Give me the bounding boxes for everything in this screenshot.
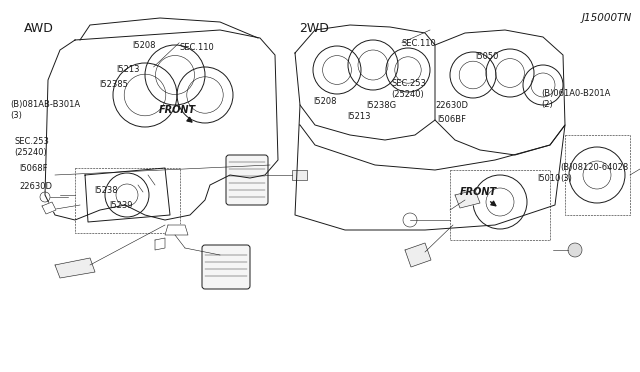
Polygon shape xyxy=(455,190,480,208)
Text: l5050: l5050 xyxy=(475,52,499,61)
Text: (B)061A0-B201A
(2): (B)061A0-B201A (2) xyxy=(541,89,610,109)
Polygon shape xyxy=(55,258,95,278)
Text: 22630D: 22630D xyxy=(435,101,468,110)
Polygon shape xyxy=(42,202,56,214)
Text: l506BF: l506BF xyxy=(437,115,466,124)
Text: SEC.110: SEC.110 xyxy=(402,39,436,48)
Text: l5208: l5208 xyxy=(132,41,156,49)
Text: AWD: AWD xyxy=(24,22,54,35)
Text: l5010: l5010 xyxy=(538,174,561,183)
Text: (B)081AB-B301A
(3): (B)081AB-B301A (3) xyxy=(10,100,81,120)
Bar xyxy=(450,170,550,240)
Circle shape xyxy=(61,266,69,274)
Text: l52385: l52385 xyxy=(99,80,128,89)
Text: SEC.110: SEC.110 xyxy=(179,43,214,52)
Bar xyxy=(292,170,307,180)
Text: l5208: l5208 xyxy=(314,97,337,106)
Text: l5213: l5213 xyxy=(116,65,140,74)
Text: l5239: l5239 xyxy=(109,201,132,210)
Text: FRONT: FRONT xyxy=(460,187,497,206)
Text: SEC.253
(25240): SEC.253 (25240) xyxy=(14,137,49,157)
Text: 22630D: 22630D xyxy=(19,182,52,191)
Text: l5238G: l5238G xyxy=(366,101,396,110)
FancyBboxPatch shape xyxy=(226,155,268,205)
Text: 2WD: 2WD xyxy=(300,22,330,35)
Bar xyxy=(75,168,180,233)
Polygon shape xyxy=(155,238,165,250)
Text: J15000TN: J15000TN xyxy=(582,13,632,23)
Text: FRONT: FRONT xyxy=(159,105,196,122)
FancyBboxPatch shape xyxy=(202,245,250,289)
Text: (B)08120-64028
(3): (B)08120-64028 (3) xyxy=(560,163,628,183)
Bar xyxy=(565,135,630,215)
Polygon shape xyxy=(165,225,188,235)
Text: l5238: l5238 xyxy=(95,186,118,195)
Polygon shape xyxy=(405,243,431,267)
Text: l5068F: l5068F xyxy=(19,164,48,173)
Text: l5213: l5213 xyxy=(348,112,371,121)
Text: SEC.253
(25240): SEC.253 (25240) xyxy=(391,79,426,99)
Circle shape xyxy=(568,243,582,257)
